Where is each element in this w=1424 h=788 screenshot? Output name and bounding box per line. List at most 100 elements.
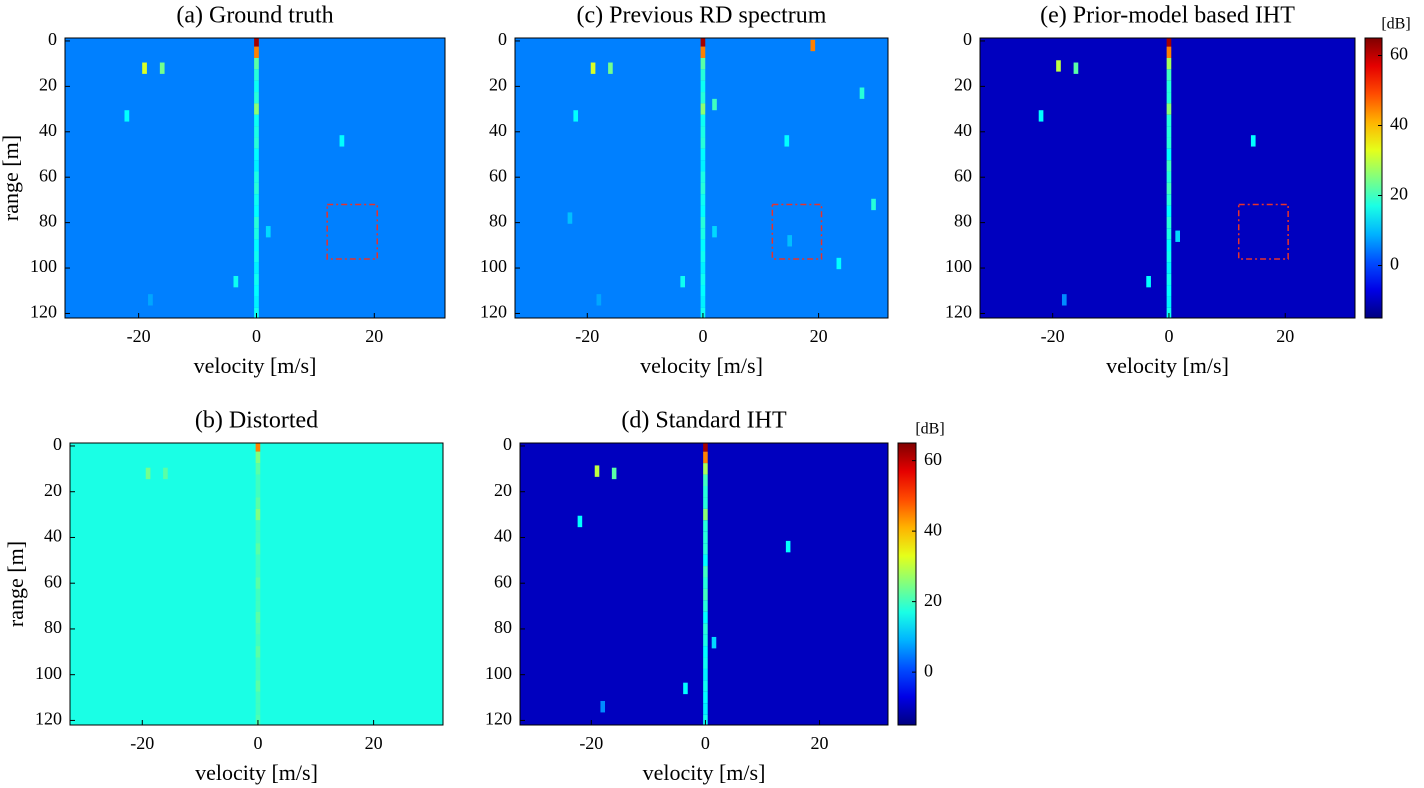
cell — [703, 588, 708, 601]
x-tick-label: 20 — [810, 326, 828, 346]
cell — [703, 543, 708, 555]
colorbar-tick-label: 40 — [1390, 114, 1408, 134]
cell — [254, 57, 259, 70]
cell — [680, 275, 686, 288]
cell — [254, 80, 259, 93]
cell — [594, 465, 600, 477]
cell — [1166, 46, 1172, 58]
y-tick-label: 0 — [503, 434, 512, 454]
y-tick-label: 100 — [30, 256, 57, 276]
x-axis-label: velocity [m/s] — [643, 760, 766, 785]
cell — [148, 294, 153, 306]
axes-frame — [979, 37, 1356, 319]
y-tick-label: 40 — [44, 526, 62, 546]
cell — [700, 171, 706, 183]
cell — [254, 273, 259, 286]
cell — [255, 543, 261, 555]
cell — [703, 714, 708, 725]
cell — [600, 700, 606, 713]
chart-title: (e) Prior-model based IHT — [1040, 3, 1295, 29]
cell — [787, 235, 793, 247]
cell — [703, 485, 708, 498]
chart-title: (c) Previous RD spectrum — [577, 3, 827, 29]
cell — [254, 262, 259, 274]
cell — [254, 69, 259, 81]
x-tick-label: -20 — [127, 326, 151, 346]
axes-frame — [514, 37, 889, 319]
y-tick-label: 100 — [480, 256, 507, 276]
x-axis-label: velocity [m/s] — [1106, 353, 1229, 378]
cell — [1166, 38, 1172, 47]
cell — [254, 92, 259, 104]
cell — [254, 285, 259, 297]
cell — [1166, 307, 1172, 318]
y-tick-label: 20 — [44, 480, 62, 500]
y-tick-label: 120 — [485, 709, 512, 729]
cell — [1175, 230, 1180, 242]
cell — [254, 137, 259, 149]
cell — [1166, 239, 1172, 252]
cell — [255, 566, 261, 578]
cell — [254, 148, 259, 161]
y-tick-label: 40 — [39, 120, 57, 140]
y-tick-label: 20 — [954, 74, 972, 94]
x-tick-label: 0 — [1164, 326, 1173, 346]
y-tick-label: 0 — [53, 434, 62, 454]
x-tick-label: 0 — [698, 326, 707, 346]
cell — [254, 296, 259, 308]
y-tick-label: 120 — [30, 302, 57, 322]
cell — [255, 634, 261, 647]
colorbar-tick-label: 0 — [1390, 254, 1399, 274]
plot-area — [65, 38, 445, 318]
y-tick-label: 40 — [954, 120, 972, 140]
chart-title: (d) Standard IHT — [621, 408, 787, 434]
y-tick-label: 80 — [39, 211, 57, 231]
cell — [573, 110, 579, 122]
cell — [159, 62, 165, 74]
cell — [255, 691, 261, 704]
cell — [255, 611, 261, 624]
cell — [784, 135, 790, 147]
cell — [703, 703, 708, 715]
cell — [1166, 103, 1172, 115]
y-tick-label: 120 — [480, 302, 507, 322]
cell — [1166, 205, 1172, 217]
cell — [683, 682, 688, 695]
cell — [255, 508, 261, 521]
colorbar-tick-label: 60 — [924, 449, 942, 469]
cell — [703, 623, 708, 635]
colorbar — [897, 442, 917, 726]
y-tick-label: 100 — [35, 663, 62, 683]
cell — [145, 467, 151, 480]
cell — [1166, 262, 1172, 274]
cell — [255, 703, 261, 715]
cell — [1166, 148, 1172, 161]
cell — [700, 228, 706, 240]
cell — [254, 194, 259, 206]
cell — [712, 226, 717, 238]
cell — [1166, 126, 1172, 138]
cell — [703, 577, 708, 589]
y-tick-label: 80 — [494, 617, 512, 637]
x-tick-label: 20 — [365, 733, 383, 753]
cell — [255, 623, 261, 635]
y-tick-label: 120 — [35, 709, 62, 729]
y-tick-label: 60 — [494, 571, 512, 591]
cell — [596, 294, 602, 306]
cell — [1056, 60, 1061, 72]
cell — [703, 443, 708, 452]
cell — [703, 566, 708, 578]
cell — [703, 508, 708, 521]
cell — [255, 463, 261, 475]
cell — [1166, 296, 1172, 308]
cell — [703, 668, 708, 681]
y-tick-label: 100 — [945, 256, 972, 276]
cell — [700, 69, 706, 81]
x-tick-label: 0 — [252, 326, 261, 346]
cell — [1166, 228, 1172, 240]
cell — [703, 463, 708, 475]
cell — [254, 307, 259, 318]
cell — [700, 103, 706, 115]
cell — [567, 212, 573, 224]
cell — [254, 160, 259, 172]
